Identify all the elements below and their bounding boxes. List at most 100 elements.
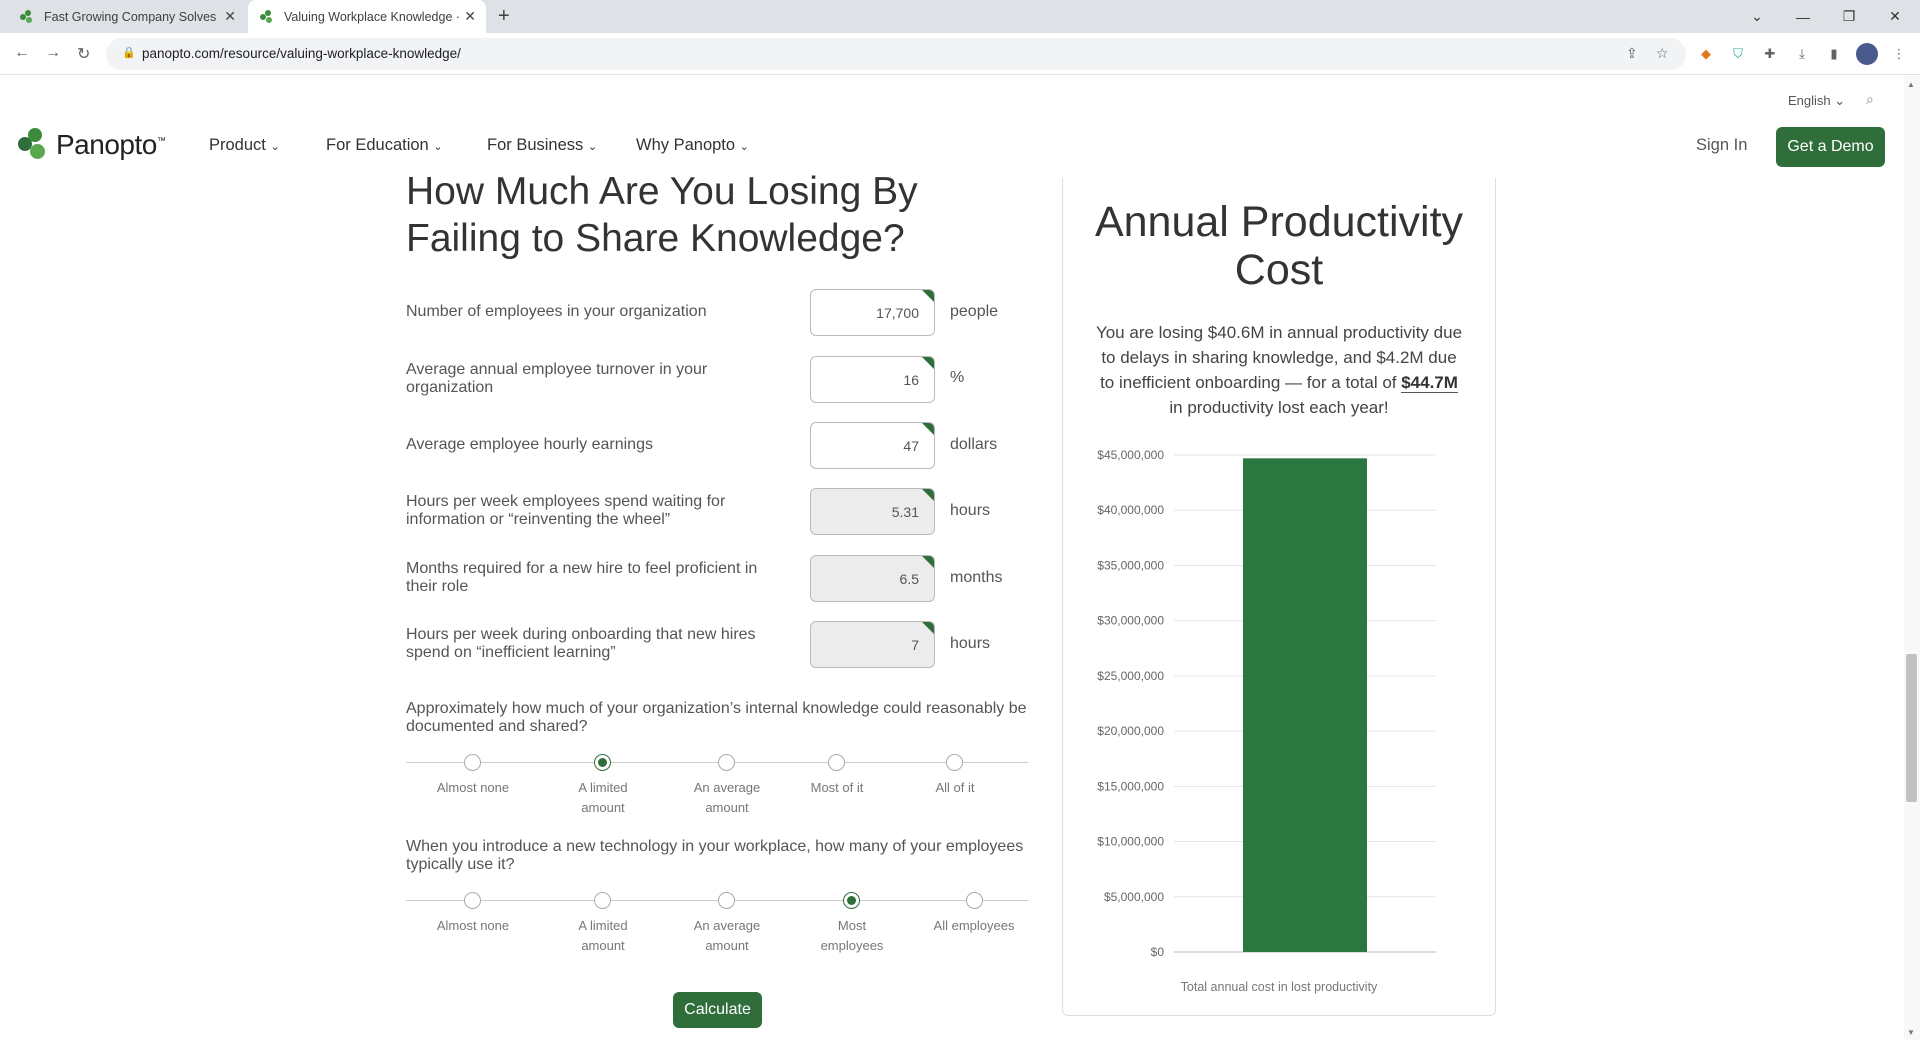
field-corner-marker [922,290,934,302]
download-icon[interactable]: ⤓ [1799,46,1805,61]
radio-track [406,762,1028,763]
summary-total: $44.7M [1401,373,1458,393]
back-icon[interactable]: ← [14,44,30,61]
radio-all-of-it[interactable] [946,754,963,771]
language-selector[interactable]: English ⌄ [1788,93,1845,109]
search-icon[interactable]: ⌕ [1866,91,1874,107]
nav-why-panopto[interactable]: Why Panopto ⌄ [636,136,749,154]
radio-label: All employees [933,918,1015,933]
scroll-up-icon[interactable]: ▲ [1907,80,1915,89]
panopto-favicon-icon [260,9,274,24]
address-bar: ← → ↻ 🔒 panopto.com/resource/valuing-wor… [0,33,1920,75]
nav-for-business[interactable]: For Business ⌄ [487,136,598,154]
field-unit: dollars [950,436,998,453]
summary-text-end: in productivity lost each year! [1169,398,1389,417]
calculate-button[interactable]: Calculate [673,992,762,1028]
chart-bar[interactable] [1243,458,1367,952]
field-unit: hours [950,635,991,652]
radio-label: Almost none [436,918,510,933]
radio-almost-none[interactable] [464,754,481,771]
url-text[interactable]: panopto.com/resource/valuing-workplace-k… [142,46,461,61]
field-value: 16 [903,371,919,388]
chevron-down-icon: ⌄ [433,141,443,153]
summary-text: You are losing $40.6M in annual producti… [1095,323,1463,392]
nav-product[interactable]: Product ⌄ [209,136,280,154]
browser-tab-2[interactable]: Valuing Workplace Knowledge · ✕ [248,0,486,33]
radio-limited-amount[interactable] [594,754,611,771]
radio-label: An average amount [693,780,761,815]
metamask-extension-icon[interactable]: ◆ [1701,46,1711,61]
chevron-down-icon: ⌄ [587,141,598,153]
radio-most-employees[interactable] [843,892,860,909]
browser-tab-1[interactable]: Fast Growing Company Solves G ✕ [8,0,246,33]
radio-label: A limited amount [578,918,628,953]
reload-icon[interactable]: ↻ [77,46,91,63]
close-tab-icon[interactable]: ✕ [464,8,476,24]
close-window-icon[interactable]: ✕ [1889,8,1901,24]
tab-title: Valuing Workplace Knowledge · [284,9,460,24]
omnibox[interactable]: 🔒 panopto.com/resource/valuing-workplace… [106,38,1686,70]
results-title: Annual Productivity Cost [1094,198,1464,294]
field-unit: % [950,369,965,386]
forward-icon[interactable]: → [45,44,61,61]
menu-kebab-icon[interactable]: ⋮ [1892,46,1906,61]
turnover-input[interactable]: 16 [810,356,935,403]
minimize-icon[interactable]: — [1796,8,1810,25]
panopto-logo-icon [18,128,50,162]
share-icon[interactable]: ⇪ [1626,45,1638,61]
field-label: Hours per week employees spend waiting f… [406,493,726,528]
shield-extension-icon[interactable]: ⛉ [1733,46,1743,61]
field-corner-marker [922,556,934,568]
nav-for-education[interactable]: For Education ⌄ [326,136,443,154]
field-corner-marker [922,423,934,435]
productivity-cost-chart: $0 $5,000,000 $10,000,000 $15,000,000 $20,00… [1097,448,1436,959]
side-panel-icon[interactable]: ▮ [1830,46,1838,61]
page-scrollbar[interactable] [1904,76,1920,1040]
scrollbar-thumb[interactable] [1906,654,1917,802]
radio-almost-none[interactable] [464,892,481,909]
chevron-down-icon: ⌄ [739,141,749,153]
panopto-favicon-icon [20,9,34,24]
field-label: Hours per week during onboarding that ne… [406,626,756,661]
employees-input[interactable]: 17,700 [810,289,935,336]
field-value: 17,700 [876,304,919,321]
waiting-hours-input[interactable]: 5.31 [810,488,935,535]
scroll-down-icon[interactable]: ▼ [1907,1028,1915,1037]
tab-title: Fast Growing Company Solves G [44,9,220,24]
field-value: 7 [911,636,919,653]
new-tab-icon[interactable]: + [498,5,510,27]
radio-average-amount[interactable] [718,892,735,909]
calculator-title: How Much Are You Losing By Failing to Sh… [406,170,918,260]
field-unit: hours [950,502,991,519]
field-corner-marker [922,622,934,634]
chart-y-tick-label: $45,000,000 [1097,448,1164,462]
field-unit: people [950,303,999,320]
chart-y-tick-label: $15,000,000 [1097,779,1164,793]
extensions-puzzle-icon[interactable]: ✚ [1764,46,1776,61]
radio-all-employees[interactable] [966,892,983,909]
proficiency-months-input[interactable]: 6.5 [810,555,935,602]
panopto-logo[interactable]: Panopto™ [18,128,166,162]
field-label: Months required for a new hire to feel p… [406,560,758,595]
radio-track [406,900,1028,901]
tab-search-icon[interactable]: ⌄ [1751,8,1763,24]
radio-average-amount[interactable] [718,754,735,771]
chart-y-tick-label: $30,000,000 [1097,614,1164,628]
sign-in-link[interactable]: Sign In [1696,136,1748,154]
field-label: Average annual employee turnover in your… [406,361,708,396]
radio-label: Most employees [820,918,884,953]
radio-most-of-it[interactable] [828,754,845,771]
restore-icon[interactable]: ❐ [1842,8,1856,24]
hourly-earnings-input[interactable]: 47 [810,422,935,469]
radio-label: Almost none [436,780,510,795]
profile-avatar[interactable] [1856,43,1878,65]
close-tab-icon[interactable]: ✕ [224,8,236,24]
chart-y-tick-label: $35,000,000 [1097,558,1164,572]
chart-y-tick-label: $40,000,000 [1097,503,1164,517]
onboarding-hours-input[interactable]: 7 [810,621,935,668]
radio-limited-amount[interactable] [594,892,611,909]
bookmark-star-icon[interactable]: ☆ [1656,45,1669,61]
get-a-demo-button[interactable]: Get a Demo [1776,127,1885,167]
field-value: 6.5 [899,570,919,587]
lock-icon: 🔒 [122,47,136,59]
